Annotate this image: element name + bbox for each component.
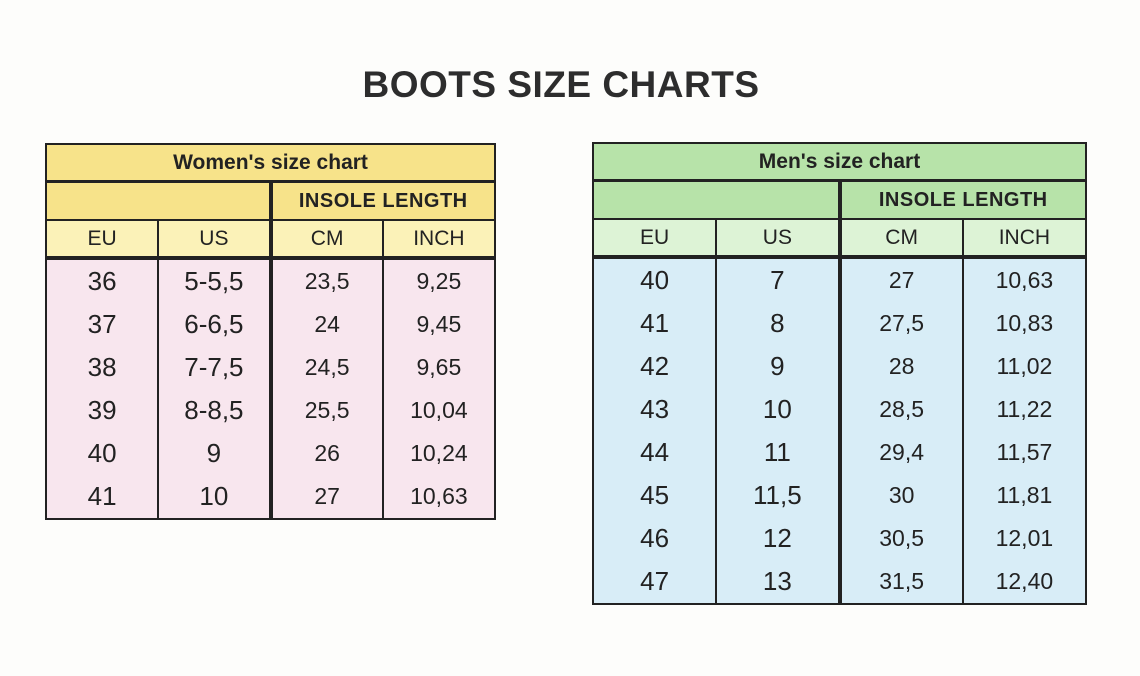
men-col-eu: EU	[591, 218, 718, 259]
men-col-cm: CM	[838, 218, 964, 259]
cell-us: 13	[715, 560, 842, 604]
men-group-spacer	[592, 179, 842, 220]
women-group-spacer	[45, 180, 273, 221]
table-row: 39 8-8,5 25,5 10,04	[44, 389, 497, 432]
women-col-us: US	[157, 219, 273, 260]
cell-inch: 10,04	[381, 389, 497, 432]
women-size-chart: Women's size chart INSOLE LENGTH EU US C…	[44, 143, 497, 520]
cell-us: 7	[715, 257, 842, 302]
cell-cm: 28,5	[838, 388, 964, 431]
table-row: 41 10 27 10,63	[44, 475, 497, 519]
cell-us: 11,5	[715, 474, 842, 517]
cell-us: 10	[157, 475, 273, 519]
table-row: 43 10 28,5 11,22	[591, 388, 1088, 431]
cell-inch: 11,22	[961, 388, 1088, 431]
page-title: BOOTS SIZE CHARTS	[362, 64, 760, 105]
table-row: 46 12 30,5 12,01	[591, 517, 1088, 560]
women-col-inch: INCH	[381, 219, 497, 260]
men-table-body: 40 7 27 10,63 41 8 27,5 10,83 42 9 28 11,02 43 10 28,5…	[591, 257, 1088, 604]
table-row: 41 8 27,5 10,83	[591, 302, 1088, 345]
cell-cm: 25,5	[269, 389, 384, 432]
cell-us: 8	[715, 302, 842, 345]
cell-eu: 36	[44, 258, 160, 303]
cell-eu: 43	[591, 388, 718, 431]
cell-eu: 40	[44, 432, 160, 475]
cell-eu: 41	[44, 475, 160, 519]
cell-cm: 23,5	[269, 258, 384, 303]
cell-cm: 30	[838, 474, 964, 517]
women-table-body: 36 5-5,5 23,5 9,25 37 6-6,5 24 9,45 38 7-7,5 24,5 9…	[44, 258, 497, 519]
table-row: 37 6-6,5 24 9,45	[44, 303, 497, 346]
cell-us: 8-8,5	[157, 389, 273, 432]
table-row: 42 9 28 11,02	[591, 345, 1088, 388]
cell-inch: 9,45	[381, 303, 497, 346]
cell-us: 6-6,5	[157, 303, 273, 346]
women-insole-length-header: INSOLE LENGTH	[269, 180, 496, 221]
cell-inch: 11,57	[961, 431, 1088, 474]
cell-inch: 10,83	[961, 302, 1088, 345]
cell-eu: 41	[591, 302, 718, 345]
cell-eu: 46	[591, 517, 718, 560]
table-row: 45 11,5 30 11,81	[591, 474, 1088, 517]
table-row: 40 9 26 10,24	[44, 432, 497, 475]
cell-cm: 30,5	[838, 517, 964, 560]
table-row: 36 5-5,5 23,5 9,25	[44, 258, 497, 303]
cell-us: 11	[715, 431, 842, 474]
cell-inch: 9,25	[381, 258, 497, 303]
cell-us: 5-5,5	[157, 258, 273, 303]
cell-inch: 12,01	[961, 517, 1088, 560]
cell-cm: 26	[269, 432, 384, 475]
men-col-us: US	[715, 218, 842, 259]
cell-inch: 9,65	[381, 346, 497, 389]
women-col-eu: EU	[44, 219, 160, 260]
cell-eu: 38	[44, 346, 160, 389]
cell-us: 7-7,5	[157, 346, 273, 389]
cell-us: 9	[157, 432, 273, 475]
cell-eu: 45	[591, 474, 718, 517]
cell-cm: 27	[269, 475, 384, 519]
men-size-chart: Men's size chart INSOLE LENGTH EU US CM …	[591, 142, 1088, 605]
cell-eu: 42	[591, 345, 718, 388]
women-chart-title: Women's size chart	[45, 143, 496, 183]
cell-eu: 40	[591, 257, 718, 302]
table-row: 47 13 31,5 12,40	[591, 560, 1088, 604]
cell-inch: 11,02	[961, 345, 1088, 388]
cell-cm: 31,5	[838, 560, 964, 604]
cell-us: 12	[715, 517, 842, 560]
cell-cm: 29,4	[838, 431, 964, 474]
cell-inch: 10,63	[961, 257, 1088, 302]
cell-eu: 39	[44, 389, 160, 432]
men-col-inch: INCH	[961, 218, 1088, 259]
cell-us: 9	[715, 345, 842, 388]
cell-inch: 10,24	[381, 432, 497, 475]
cell-cm: 24	[269, 303, 384, 346]
cell-inch: 12,40	[961, 560, 1088, 604]
cell-cm: 24,5	[269, 346, 384, 389]
women-col-cm: CM	[269, 219, 384, 260]
cell-us: 10	[715, 388, 842, 431]
men-chart-title: Men's size chart	[592, 142, 1087, 182]
cell-cm: 27,5	[838, 302, 964, 345]
table-row: 44 11 29,4 11,57	[591, 431, 1088, 474]
men-insole-length-header: INSOLE LENGTH	[838, 179, 1087, 220]
cell-eu: 47	[591, 560, 718, 604]
cell-inch: 11,81	[961, 474, 1088, 517]
cell-cm: 27	[838, 257, 964, 302]
cell-eu: 44	[591, 431, 718, 474]
cell-inch: 10,63	[381, 475, 497, 519]
cell-eu: 37	[44, 303, 160, 346]
table-row: 38 7-7,5 24,5 9,65	[44, 346, 497, 389]
cell-cm: 28	[838, 345, 964, 388]
table-row: 40 7 27 10,63	[591, 257, 1088, 302]
